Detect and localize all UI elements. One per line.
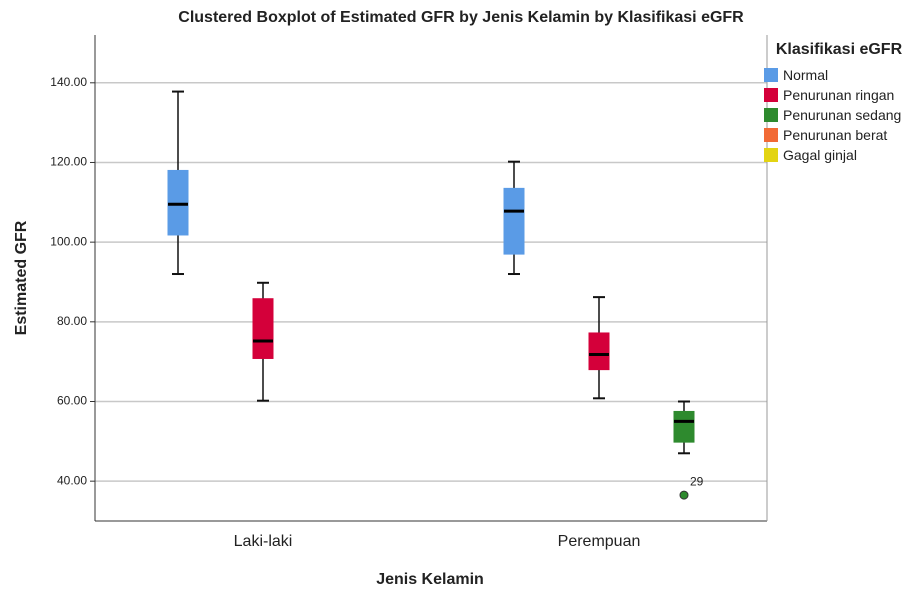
legend-item: Penurunan ringan — [764, 85, 920, 105]
legend-label: Normal — [783, 67, 829, 83]
outlier — [679, 490, 689, 500]
legend-item: Normal — [764, 65, 920, 85]
box — [673, 410, 695, 443]
legend-label: Penurunan sedang — [783, 107, 902, 123]
box — [588, 332, 610, 371]
x-tick-label: Laki-laki — [234, 533, 293, 550]
legend-swatch — [764, 88, 778, 102]
y-tick-label: 60.00 — [57, 394, 87, 408]
box — [252, 298, 274, 359]
y-tick-label: 100.00 — [50, 234, 87, 248]
y-tick-label: 140.00 — [50, 75, 87, 89]
x-axis-title: Jenis Kelamin — [376, 571, 484, 588]
y-tick-label: 40.00 — [57, 473, 87, 487]
y-axis-title: Estimated GFR — [13, 220, 30, 335]
y-tick-label: 120.00 — [50, 155, 87, 169]
legend-swatch — [764, 68, 778, 82]
x-tick-label: Perempuan — [558, 533, 641, 550]
legend-swatch — [764, 128, 778, 142]
outlier-label: 29 — [690, 474, 704, 488]
legend-title: Klasifikasi eGFR — [775, 41, 903, 58]
legend-item: Penurunan sedang — [764, 105, 920, 125]
box — [503, 187, 525, 255]
legend-item: Gagal ginjal — [764, 145, 920, 165]
legend-swatch — [764, 108, 778, 122]
legend-item: Penurunan berat — [764, 125, 920, 145]
legend-label: Penurunan berat — [783, 127, 888, 143]
y-tick-label: 80.00 — [57, 314, 87, 328]
legend-label: Gagal ginjal — [783, 147, 857, 163]
box — [167, 169, 189, 236]
legend-label: Penurunan ringan — [783, 87, 895, 103]
legend: Klasifikasi eGFR Normal Penurunan ringan P… — [764, 40, 920, 165]
legend-swatch — [764, 148, 778, 162]
chart-title: Clustered Boxplot of Estimated GFR by Je… — [178, 9, 744, 26]
